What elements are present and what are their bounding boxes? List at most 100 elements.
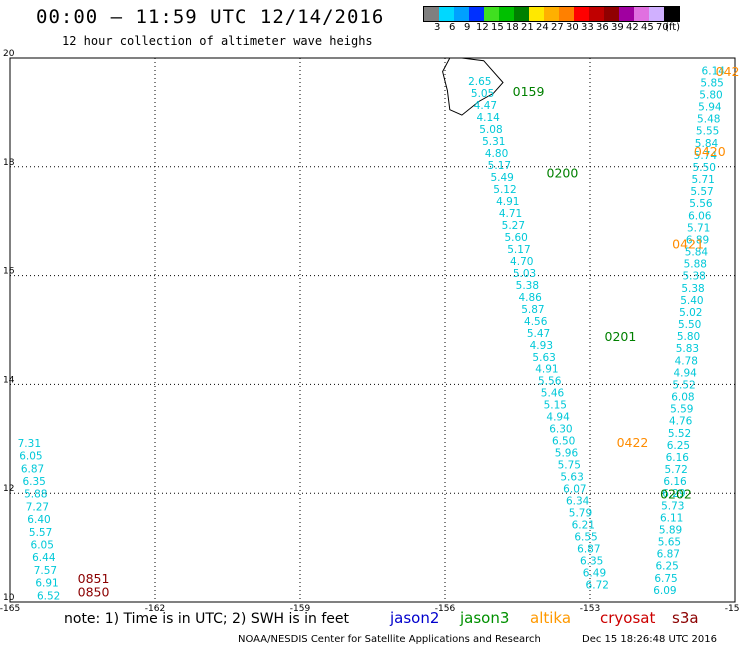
wave-height-value: 5.71 [691,174,714,186]
wave-height-colorbar [423,6,680,22]
colorbar-swatch [649,7,664,21]
wave-height-value: 5.17 [507,244,530,256]
colorbar-swatch [589,7,604,21]
wave-height-value: 7.57 [34,565,57,577]
wave-height-value: 6.16 [663,476,687,488]
footer-note: note: 1) Time is in UTC; 2) SWH is in fe… [64,611,350,627]
wave-height-value: 5.08 [479,124,502,136]
pass-time-label: 0159 [513,84,545,99]
pass-time-label: 0202 [660,487,692,502]
colorbar-swatch [484,7,499,21]
wave-height-value: 6.35 [22,476,45,488]
wave-height-value: 6.87 [577,543,600,555]
wave-height-value: 6.89 [686,234,709,246]
wave-height-value: 6.55 [574,531,597,543]
wave-height-value: 5.15 [544,400,567,412]
wave-height-value: 5.52 [668,428,691,440]
wave-height-value: 5.12 [493,184,516,196]
wave-height-value: 5.75 [558,460,581,472]
wave-height-value: 5.52 [672,379,695,391]
pass-time-label: 0420 [716,64,740,79]
colorbar-label: 42 [626,22,639,33]
wave-height-value: 5.94 [698,102,722,114]
wave-height-value: 4.71 [499,208,522,220]
wave-height-value: 4.93 [530,340,553,352]
wave-height-value: 6.25 [655,561,678,573]
latitude-tick-label: 10 [3,593,15,603]
latitude-tick-label: 16 [3,267,15,277]
wave-height-value: 6.07 [563,484,586,496]
wave-height-value: 5.89 [659,524,682,536]
satellite-legend-item: cryosat [600,609,656,627]
wave-height-value: 5.38 [516,280,539,292]
wave-height-value: 6.49 [583,567,606,579]
pass-time-label: 0422 [617,435,649,450]
wave-height-value: 7.31 [18,438,41,450]
longitude-tick-label: -150 [725,604,740,614]
wave-height-value: 5.88 [684,259,707,271]
wave-height-value: 4.70 [510,256,533,268]
wave-height-value: 6.25 [667,440,690,452]
wave-height-value: 6.34 [566,496,590,508]
wave-height-value: 5.72 [664,464,687,476]
chart-subtitle: 12 hour collection of altimeter wave hei… [62,34,373,48]
satellite-legend-item: jason2 [390,609,440,627]
colorbar-swatch [634,7,649,21]
wave-height-value: 5.73 [661,500,684,512]
wave-height-value: 5.63 [532,352,555,364]
wave-height-value: 6.91 [35,578,58,590]
wave-height-value: 5.60 [504,232,527,244]
wave-height-value: 6.09 [653,585,676,597]
longitude-tick-label: -162 [145,604,165,614]
colorbar-label: 12 [476,22,489,33]
colorbar-swatch [499,7,514,21]
wave-height-value: 5.31 [482,136,505,148]
pass-time-label: 0200 [547,166,579,181]
colorbar-label: 27 [551,22,564,33]
wave-height-value: 5.03 [513,268,536,280]
colorbar-label: 36 [596,22,609,33]
wave-height-value: 5.56 [689,198,713,210]
wave-height-value: 4.91 [535,364,558,376]
wave-height-value: 6.44 [32,552,56,564]
satellite-legend-item: s3a [672,609,699,627]
wave-height-value: 5.80 [699,89,722,101]
colorbar-label: 21 [521,22,534,33]
wave-height-value: 5.48 [697,114,720,126]
colorbar-swatch [529,7,544,21]
wave-height-value: 4.86 [518,292,542,304]
wave-height-value: 6.06 [688,210,712,222]
latitude-tick-label: 18 [3,158,15,168]
wave-height-value: 5.80 [677,331,700,343]
wave-height-value: 5.17 [488,160,511,172]
wave-height-value: 5.38 [682,271,705,283]
wave-height-value: 5.05 [471,88,494,100]
wave-height-value: 6.87 [21,463,44,475]
wave-height-value: 5.40 [680,295,703,307]
wave-height-value: 2.65 [468,76,491,88]
longitude-tick-label: -156 [435,604,456,614]
map-frame [9,57,736,603]
latitude-tick-label: 20 [3,49,15,59]
wave-height-value: 6.21 [572,519,595,531]
colorbar-label: 45 [641,22,654,33]
wave-height-value: 6.75 [654,573,677,585]
latitude-tick-label: 14 [3,375,15,385]
colorbar-swatch [514,7,529,21]
colorbar-label: 15 [491,22,504,33]
wave-height-value: 5.88 [24,489,47,501]
wave-height-value: 4.47 [474,100,497,112]
wave-height-value: 6.11 [660,512,683,524]
wave-height-value: 5.84 [695,138,719,150]
colorbar-label: 6 [449,22,456,33]
wave-height-value: 5.63 [560,472,583,484]
wave-height-value: 5.83 [676,343,699,355]
pass-time-label: 0850 [78,585,110,600]
wave-height-value: 5.49 [490,172,513,184]
wave-height-value: 5.57 [690,186,713,198]
longitude-tick-label: -159 [290,604,311,614]
wave-height-value: 4.56 [524,316,548,328]
wave-height-value: 5.02 [679,307,702,319]
colorbar-label: 70 [656,22,669,33]
colorbar-swatch [574,7,589,21]
